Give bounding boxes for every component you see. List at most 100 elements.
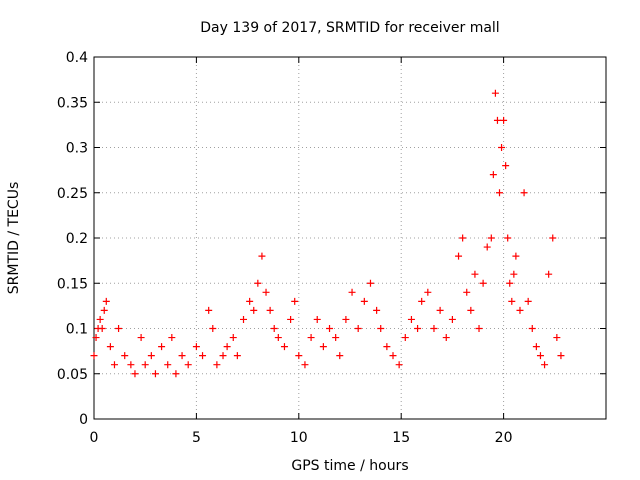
- data-points: [90, 89, 565, 378]
- data-point: [98, 325, 106, 332]
- data-point: [250, 306, 258, 314]
- data-point: [532, 343, 540, 351]
- data-point: [354, 325, 362, 332]
- data-point: [424, 288, 432, 296]
- y-tick-label: 0.4: [66, 50, 88, 66]
- data-point: [332, 334, 340, 342]
- data-point: [549, 234, 557, 242]
- data-point: [395, 361, 403, 369]
- data-point: [262, 288, 270, 296]
- data-point: [483, 243, 491, 251]
- data-point: [131, 370, 139, 378]
- data-point: [436, 306, 444, 314]
- data-point: [270, 325, 278, 332]
- data-point: [254, 279, 262, 287]
- x-tick-label: 20: [495, 430, 513, 446]
- data-point: [137, 334, 145, 342]
- data-point: [287, 315, 295, 323]
- data-point: [377, 325, 385, 332]
- y-tick-label: 0.1: [66, 322, 88, 338]
- data-point: [342, 315, 350, 323]
- data-point: [127, 361, 135, 369]
- data-point: [489, 171, 497, 179]
- data-point: [510, 270, 518, 278]
- data-point: [291, 297, 299, 305]
- data-point: [258, 252, 266, 260]
- x-tick-label: 5: [192, 430, 201, 446]
- data-point: [506, 279, 514, 287]
- data-point: [493, 116, 501, 124]
- data-point: [520, 189, 528, 197]
- chart-title: Day 139 of 2017, SRMTID for receiver mal…: [200, 20, 499, 36]
- data-point: [280, 343, 288, 351]
- x-tick-label: 15: [392, 430, 410, 446]
- y-tick-label: 0: [79, 412, 88, 428]
- x-tick-label: 10: [290, 430, 308, 446]
- data-point: [184, 361, 192, 369]
- y-tick-label: 0.35: [57, 95, 88, 111]
- data-point: [92, 334, 100, 342]
- data-point: [90, 352, 98, 360]
- data-point: [401, 334, 409, 342]
- y-tick-label: 0.3: [66, 141, 88, 157]
- data-point: [442, 334, 450, 342]
- data-point: [336, 352, 344, 360]
- data-point: [414, 325, 422, 332]
- data-point: [360, 297, 368, 305]
- data-point: [151, 370, 159, 378]
- data-point: [164, 361, 172, 369]
- data-point: [553, 334, 561, 342]
- y-tick-label: 0.25: [57, 186, 88, 202]
- y-axis-label: SRMTID / TECUs: [6, 182, 22, 295]
- data-point: [479, 279, 487, 287]
- data-point: [512, 252, 520, 260]
- data-point: [172, 370, 180, 378]
- data-point: [168, 334, 176, 342]
- data-point: [455, 252, 463, 260]
- data-point: [313, 315, 321, 323]
- data-point: [213, 361, 221, 369]
- data-point: [147, 352, 155, 360]
- data-point: [430, 325, 438, 332]
- data-point: [475, 325, 483, 332]
- data-point: [319, 343, 327, 351]
- data-point: [121, 352, 129, 360]
- data-point: [463, 288, 471, 296]
- data-point: [219, 352, 227, 360]
- x-tick-label: 0: [90, 430, 99, 446]
- data-point: [246, 297, 254, 305]
- data-point: [102, 297, 110, 305]
- data-point: [209, 325, 217, 332]
- data-point: [541, 361, 549, 369]
- data-point: [110, 361, 118, 369]
- data-point: [418, 297, 426, 305]
- y-tick-label: 0.05: [57, 367, 88, 383]
- data-point: [557, 352, 565, 360]
- data-point: [301, 361, 309, 369]
- data-point: [500, 116, 508, 124]
- data-point: [459, 234, 467, 242]
- data-point: [545, 270, 553, 278]
- data-point: [407, 315, 415, 323]
- data-point: [240, 315, 248, 323]
- data-point: [100, 306, 108, 314]
- data-point: [274, 334, 282, 342]
- data-point: [106, 343, 114, 351]
- data-point: [141, 361, 149, 369]
- data-point: [326, 325, 334, 332]
- data-point: [158, 343, 166, 351]
- data-point: [348, 288, 356, 296]
- data-point: [508, 297, 516, 305]
- data-point: [366, 279, 374, 287]
- data-point: [467, 306, 475, 314]
- axis-ticks: 0 0.05 0.1 0.15 0.2 0.25 0.3 0.35 0.4 0 5 10 15 20: [57, 50, 606, 446]
- data-point: [502, 162, 510, 170]
- data-point: [205, 306, 213, 314]
- data-point: [524, 297, 532, 305]
- data-point: [448, 315, 456, 323]
- data-point: [373, 306, 381, 314]
- data-point: [96, 315, 104, 323]
- data-point: [516, 306, 524, 314]
- data-point: [233, 352, 241, 360]
